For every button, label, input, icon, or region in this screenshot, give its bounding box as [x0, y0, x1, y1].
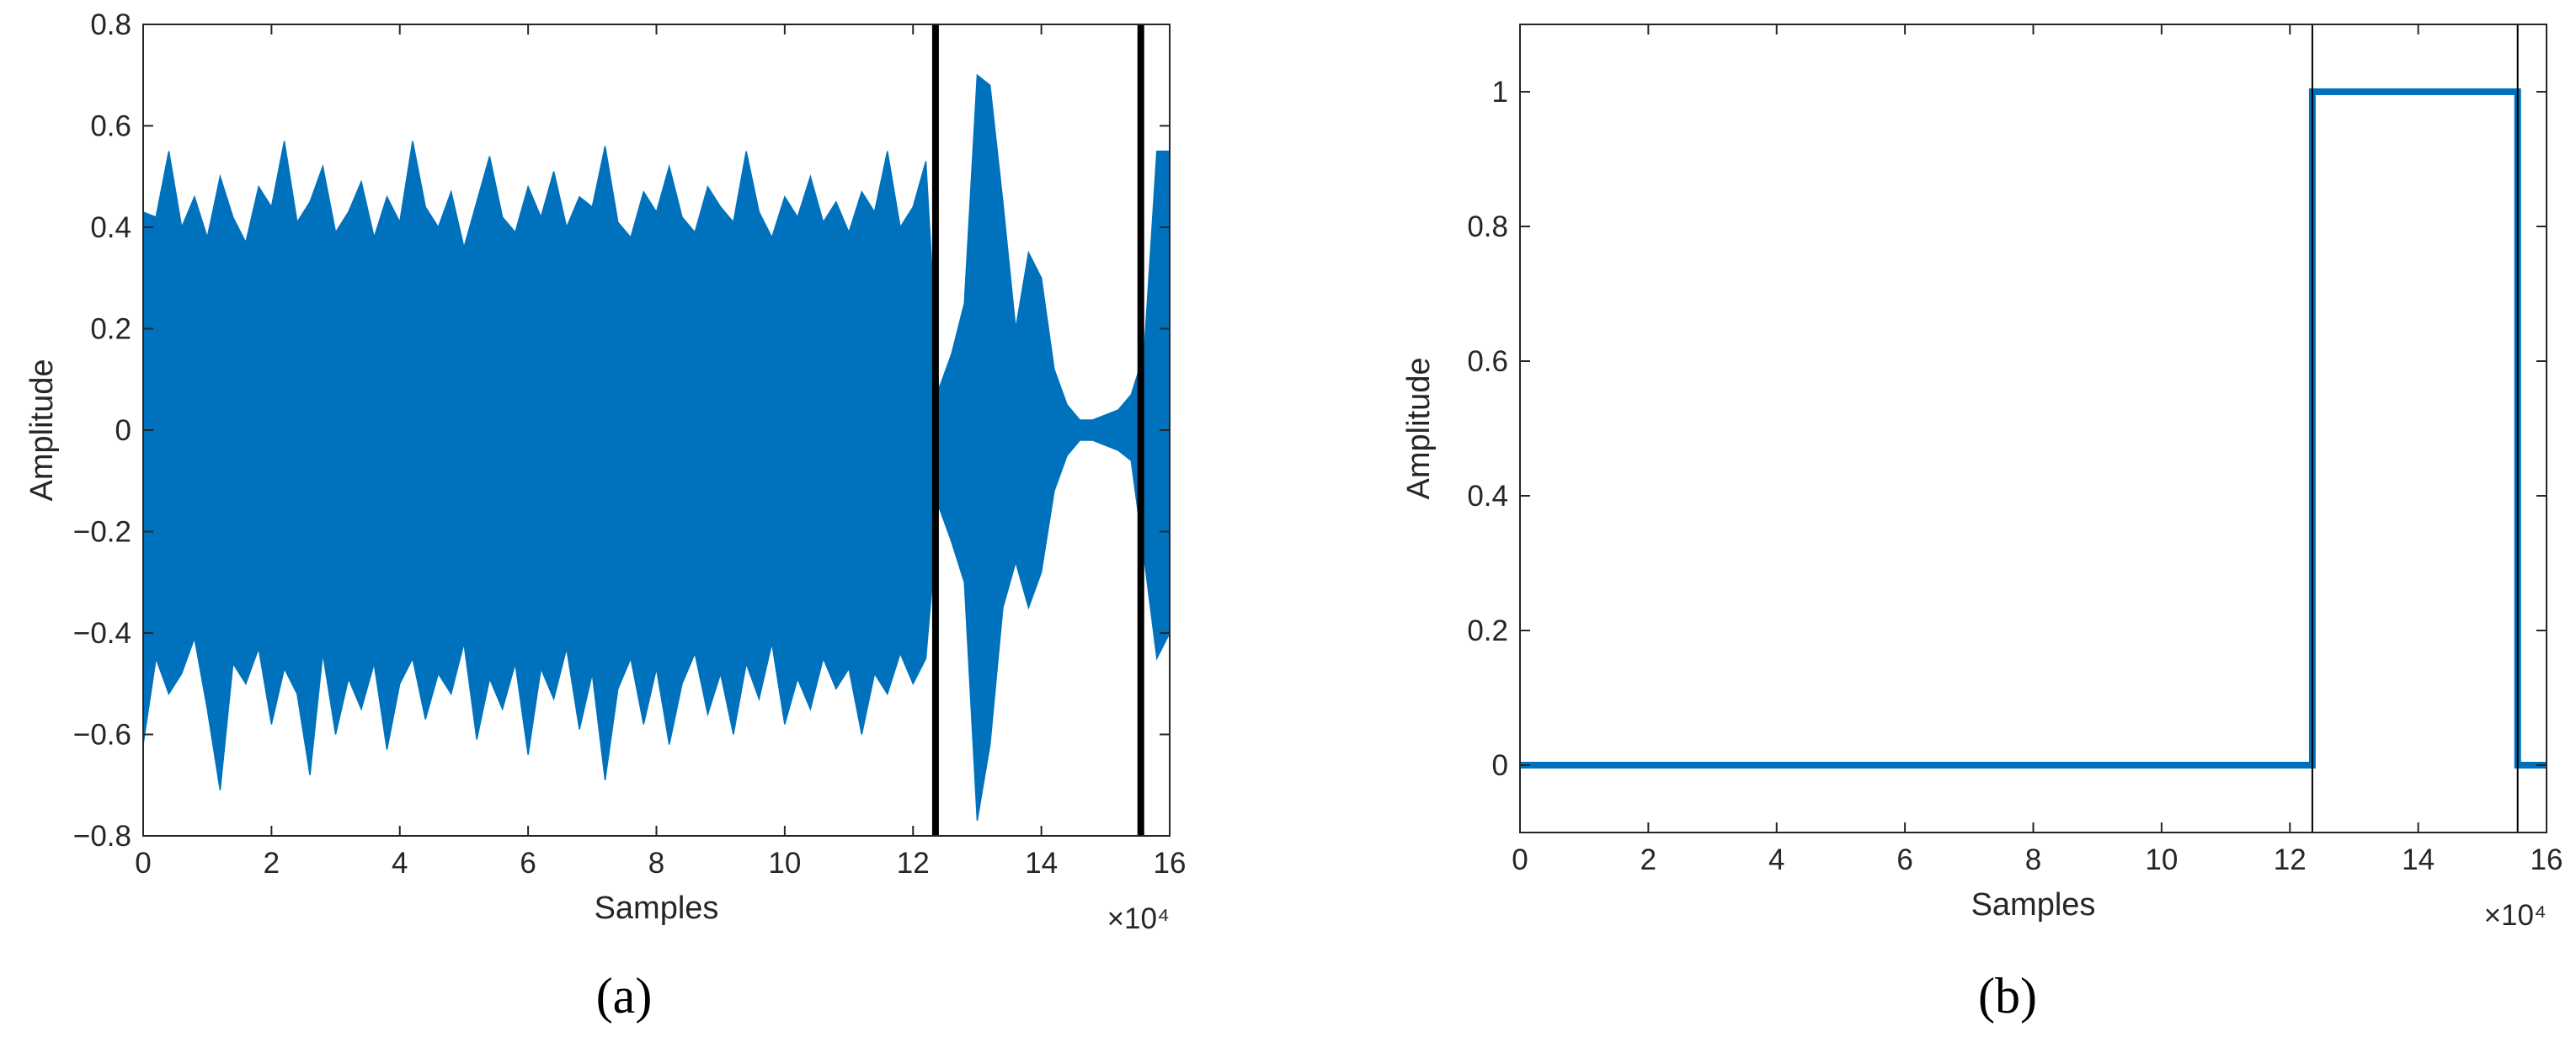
y-tick-label: 0: [115, 414, 131, 447]
x-tick-label: 8: [2025, 843, 2041, 876]
y-tick-label: 0: [1492, 749, 1508, 782]
y-tick-label: 1: [1492, 76, 1508, 109]
y-tick-label: 0.6: [1467, 345, 1508, 378]
y-axis-title: Amplitude: [1401, 358, 1437, 500]
x-tick-label: 2: [264, 847, 280, 880]
y-tick-label: −0.4: [73, 617, 131, 650]
x-tick-label: 2: [1640, 843, 1656, 876]
x-tick-label: 10: [2145, 843, 2178, 876]
x-tick-label: 10: [768, 847, 801, 880]
x-tick-label: 6: [520, 847, 536, 880]
subplot: 0 2 4 6 8 10 12 14 16 −0.8 −0.6 −0.4 −0.2 0 0.2 0.4 0.6 0…: [24, 8, 1186, 1024]
signal-area: [143, 429, 1170, 822]
plot-area: [1520, 24, 2547, 833]
x-tick-label: 16: [1154, 847, 1187, 880]
y-tick-label: −0.6: [73, 719, 131, 752]
y-tick-label: −0.2: [73, 516, 131, 549]
x-tick-label: 4: [392, 847, 408, 880]
y-tick-label: 0.2: [90, 313, 131, 346]
y-tick-label: 0.4: [90, 211, 131, 244]
x-tick-label: 16: [2531, 843, 2563, 876]
x-tick-label: 0: [135, 847, 151, 880]
x-tick-label: 12: [897, 847, 930, 880]
x-tick-label: 14: [1025, 847, 1058, 880]
x-tick-label: 12: [2274, 843, 2307, 876]
x-tick-label: 6: [1896, 843, 1912, 876]
y-tick-label: 0.8: [90, 8, 131, 41]
x-exponent: ×10⁴: [2484, 899, 2547, 932]
x-axis-title: Samples: [1971, 887, 2096, 923]
x-exponent: ×10⁴: [1107, 902, 1170, 935]
y-tick-label: 0.8: [1467, 210, 1508, 243]
x-tick-label: 0: [1512, 843, 1528, 876]
y-tick-label: −0.8: [73, 820, 131, 853]
y-tick-label: 0.2: [1467, 614, 1508, 647]
subplot: 0 2 4 6 8 10 12 14 16 0 0.2 0.4 0.6 0.8 1 ×10⁴ Samples Am…: [1401, 24, 2563, 1024]
x-tick-label: 14: [2402, 843, 2435, 876]
signal-line: [1520, 88, 2547, 769]
signal-area: [143, 73, 1170, 431]
x-tick-label: 4: [1768, 843, 1784, 876]
panel-label: (b): [1978, 968, 2037, 1024]
x-tick-label: 8: [648, 847, 664, 880]
y-tick-label: 0.6: [90, 110, 131, 143]
panel-label: (a): [596, 968, 653, 1024]
x-axis-title: Samples: [595, 891, 719, 926]
y-axis-title: Amplitude: [24, 359, 60, 502]
y-tick-label: 0.4: [1467, 480, 1508, 513]
